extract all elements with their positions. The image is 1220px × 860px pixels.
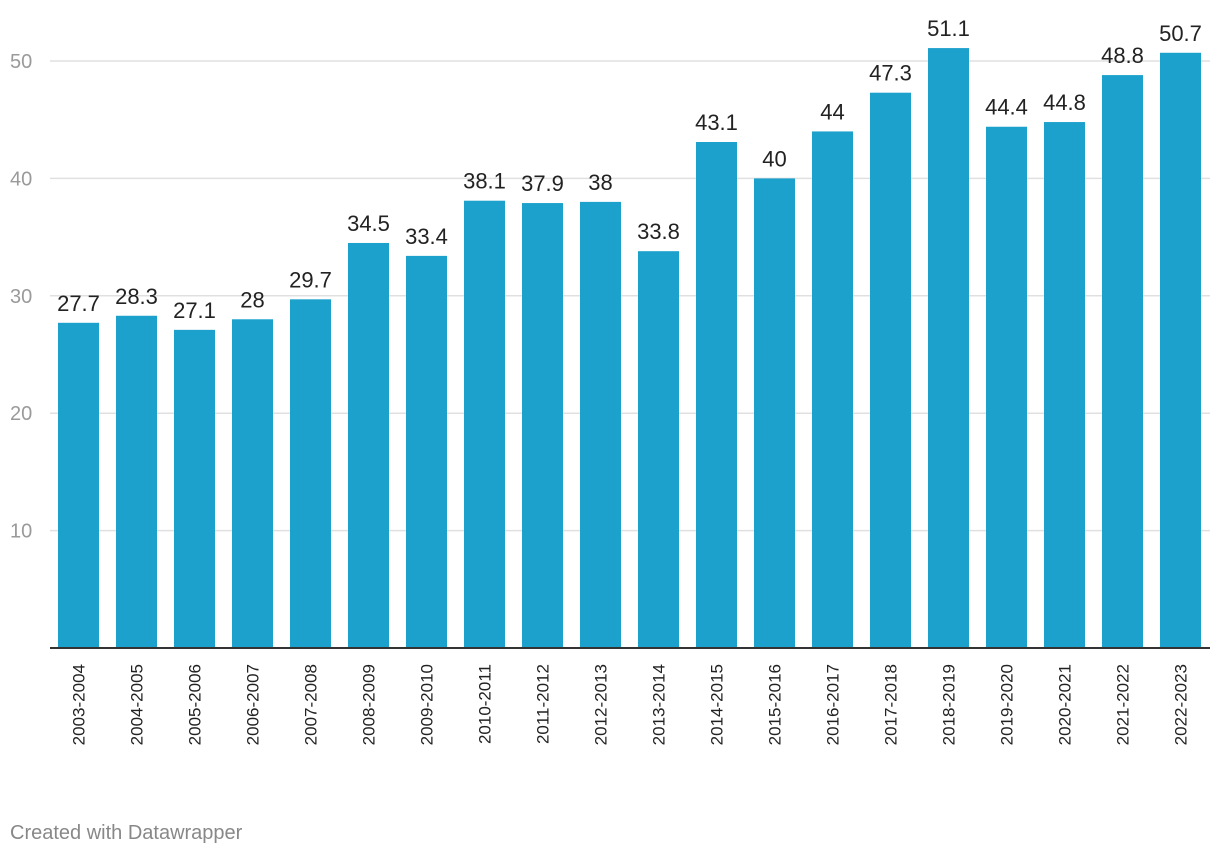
value-label: 47.3 bbox=[869, 61, 912, 86]
bar[interactable] bbox=[638, 251, 679, 649]
bar[interactable] bbox=[290, 299, 331, 648]
bar[interactable] bbox=[986, 126, 1027, 648]
x-tick-label: 2017-2018 bbox=[882, 664, 901, 745]
x-tick-label: 2010-2011 bbox=[476, 664, 495, 744]
bar[interactable] bbox=[928, 48, 969, 648]
value-label: 29.7 bbox=[289, 267, 332, 292]
bar[interactable] bbox=[1044, 122, 1085, 649]
bar[interactable] bbox=[870, 92, 911, 648]
bar[interactable] bbox=[348, 242, 389, 648]
value-label: 38.1 bbox=[463, 169, 506, 194]
x-axis-tick-labels: 2003-2004 2004-2005 2005-2006 2006-2007 2007… bbox=[70, 664, 1191, 745]
value-label: 43.1 bbox=[695, 110, 738, 135]
bar[interactable] bbox=[1160, 52, 1201, 649]
bar[interactable] bbox=[1102, 75, 1143, 648]
bar[interactable] bbox=[696, 142, 737, 649]
bar[interactable] bbox=[174, 329, 215, 648]
value-label: 48.8 bbox=[1101, 43, 1144, 68]
bar[interactable] bbox=[116, 315, 157, 648]
value-label: 50.7 bbox=[1159, 21, 1202, 46]
bar[interactable] bbox=[580, 201, 621, 648]
x-tick-label: 2018-2019 bbox=[940, 664, 959, 745]
gridlines bbox=[50, 60, 1210, 532]
x-tick-label: 2019-2020 bbox=[998, 664, 1017, 745]
bars bbox=[58, 48, 1201, 649]
datawrapper-credit[interactable]: Created with Datawrapper bbox=[10, 822, 243, 844]
x-tick-label: 2008-2009 bbox=[360, 664, 379, 745]
x-tick-label: 2014-2015 bbox=[708, 664, 727, 745]
value-label: 38 bbox=[588, 170, 612, 195]
value-label: 27.1 bbox=[173, 298, 216, 323]
x-tick-label: 2013-2014 bbox=[650, 664, 669, 745]
value-label: 27.7 bbox=[57, 291, 100, 316]
y-tick-label: 40 bbox=[10, 168, 32, 190]
bar-chart: 10 20 30 40 50 27.7 28.3 27.1 28 29.7 34.5 33.4 38.… bbox=[10, 16, 1210, 745]
value-label: 51.1 bbox=[927, 16, 970, 41]
x-tick-label: 2015-2016 bbox=[766, 664, 785, 745]
x-tick-label: 2009-2010 bbox=[418, 664, 437, 745]
y-tick-label: 50 bbox=[10, 51, 32, 73]
value-labels: 27.7 28.3 27.1 28 29.7 34.5 33.4 38.1 37.9 38 33.8… bbox=[57, 16, 1202, 323]
bar[interactable] bbox=[464, 200, 505, 648]
bar[interactable] bbox=[232, 319, 273, 648]
value-label: 44.4 bbox=[985, 95, 1028, 120]
x-tick-label: 2004-2005 bbox=[128, 664, 147, 745]
x-tick-label: 2011-2012 bbox=[534, 664, 553, 744]
value-label: 34.5 bbox=[347, 211, 390, 236]
y-tick-label: 10 bbox=[10, 521, 32, 543]
x-tick-label: 2005-2006 bbox=[186, 664, 205, 745]
x-tick-label: 2003-2004 bbox=[70, 664, 89, 745]
y-tick-label: 30 bbox=[10, 286, 32, 308]
x-tick-label: 2020-2021 bbox=[1056, 664, 1075, 745]
bar[interactable] bbox=[754, 178, 795, 648]
bar[interactable] bbox=[812, 131, 853, 648]
x-tick-label: 2006-2007 bbox=[244, 664, 263, 745]
bar[interactable] bbox=[406, 255, 447, 648]
y-tick-label: 20 bbox=[10, 403, 32, 425]
value-label: 33.8 bbox=[637, 219, 680, 244]
value-label: 28 bbox=[240, 287, 264, 312]
value-label: 44 bbox=[820, 99, 844, 124]
value-label: 40 bbox=[762, 146, 786, 171]
x-tick-label: 2012-2013 bbox=[592, 664, 611, 745]
bar[interactable] bbox=[58, 322, 99, 648]
y-axis-tick-labels: 10 20 30 40 50 bbox=[10, 51, 32, 543]
x-tick-label: 2022-2023 bbox=[1172, 664, 1191, 745]
value-label: 28.3 bbox=[115, 284, 158, 309]
x-tick-label: 2016-2017 bbox=[824, 664, 843, 745]
x-tick-label: 2021-2022 bbox=[1114, 664, 1133, 745]
bar[interactable] bbox=[522, 203, 563, 648]
value-label: 44.8 bbox=[1043, 90, 1086, 115]
x-tick-label: 2007-2008 bbox=[302, 664, 321, 745]
value-label: 33.4 bbox=[405, 224, 448, 249]
value-label: 37.9 bbox=[521, 171, 564, 196]
